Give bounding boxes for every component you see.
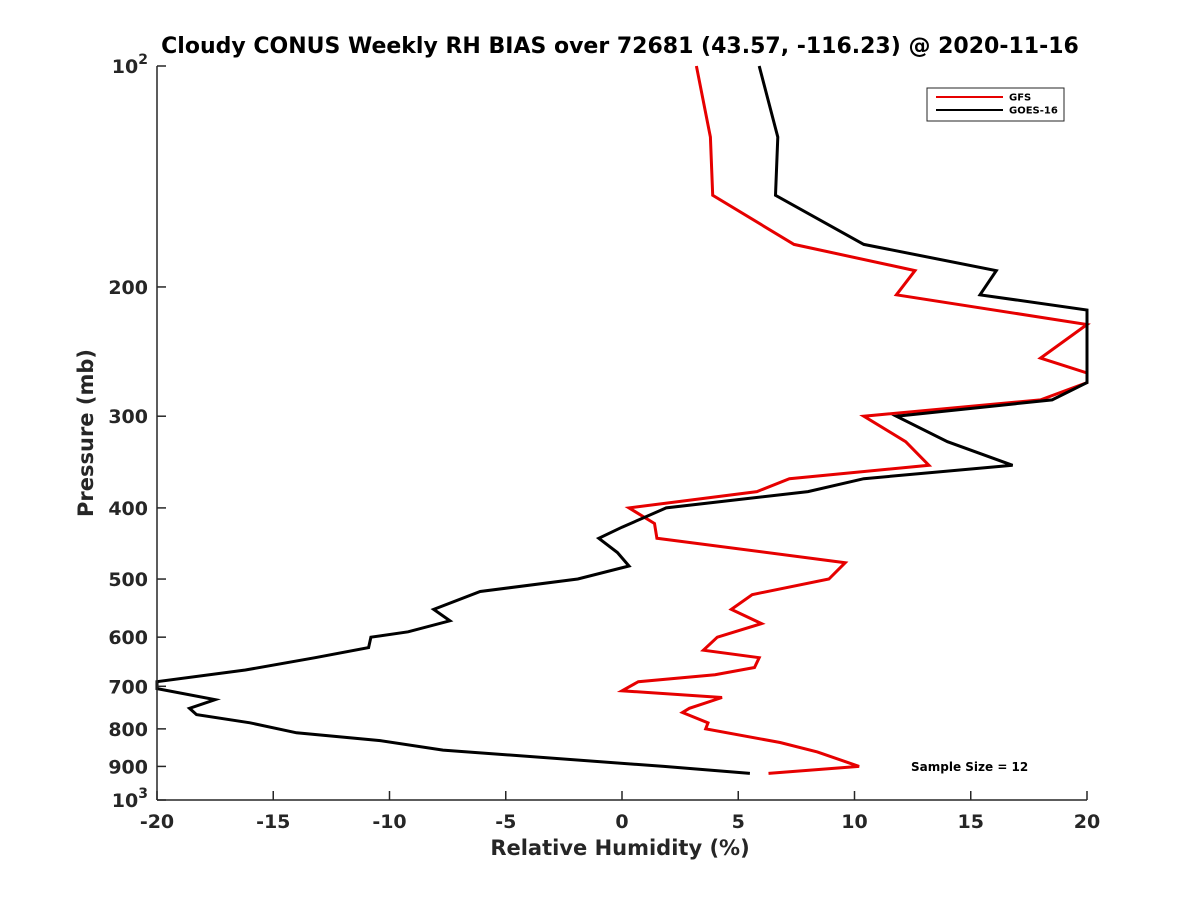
y-tick-label: 900 [108, 756, 148, 778]
legend-box [926, 87, 1065, 122]
legend: GFS GOES-16 [926, 87, 1065, 122]
series-line-gfs [616, 65, 1091, 775]
y-tick-label: 102 [112, 52, 148, 78]
x-tick-label: -15 [256, 811, 290, 833]
x-tick-label: 0 [615, 811, 628, 833]
y-tick-label: 800 [108, 719, 148, 741]
legend-label-goes16: GOES-16 [1009, 106, 1058, 117]
x-tick-label: 10 [841, 811, 867, 833]
x-tick-label: 20 [1074, 811, 1100, 833]
y-tick-label: 600 [108, 627, 148, 649]
y-axis-label: Pressure (mb) [74, 349, 98, 517]
y-tick-label: 400 [108, 498, 148, 520]
chart-title: Cloudy CONUS Weekly RH BIAS over 72681 (… [161, 34, 1079, 59]
x-tick-label: 5 [732, 811, 745, 833]
x-ticks: -20 -15 -10 -5 0 5 10 15 20 [140, 791, 1100, 833]
y-tick-label: 200 [108, 277, 148, 299]
series-line-goes-16 [155, 65, 1089, 775]
x-tick-label: -5 [495, 811, 516, 833]
y-tick-label: 300 [108, 406, 148, 428]
legend-label-gfs: GFS [1009, 93, 1031, 104]
y-tick-label: 700 [108, 676, 148, 698]
plot-lines [155, 65, 1091, 775]
x-tick-label: 15 [958, 811, 984, 833]
x-tick-label: -10 [372, 811, 406, 833]
y-tick-label: 500 [108, 569, 148, 591]
sample-size-annotation: Sample Size = 12 [911, 760, 1028, 774]
x-axis-label: Relative Humidity (%) [490, 836, 749, 860]
x-tick-label: -20 [140, 811, 174, 833]
y-tick-label: 103 [112, 786, 148, 812]
y-ticks: 102 200 300 400 500 600 700 800 900 103 [108, 52, 166, 812]
